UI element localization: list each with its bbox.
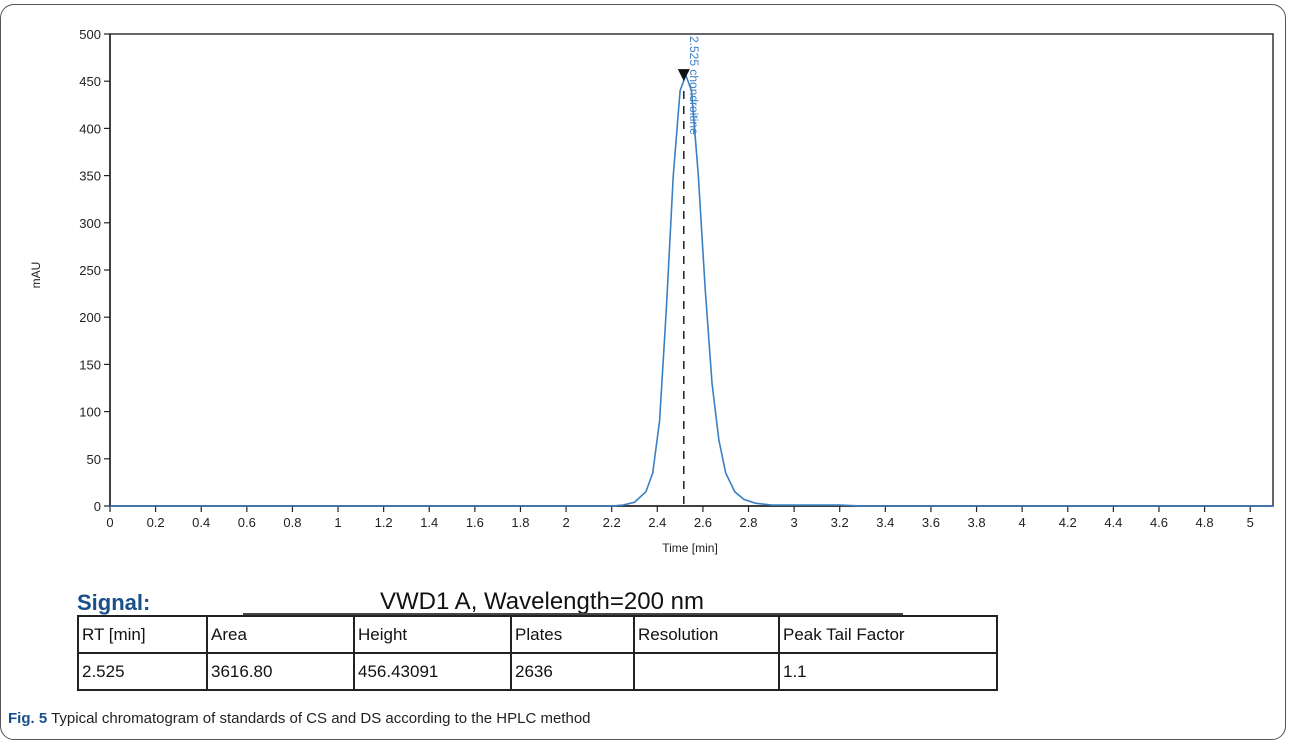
caption-figure-label: Fig. 5 bbox=[8, 710, 48, 727]
x-tick-label: 3.8 bbox=[968, 515, 986, 530]
peak-results-table: RT [min] Area Height Plates Resolution P… bbox=[77, 615, 998, 691]
x-tick-label: 0.6 bbox=[238, 515, 256, 530]
x-tick-label: 4 bbox=[1019, 515, 1026, 530]
header-tail-factor: Peak Tail Factor bbox=[778, 615, 998, 654]
cell-height: 456.43091 bbox=[353, 652, 512, 691]
y-axis-ticks: 0 50 100 150 200 250 300 350 400 450 500 bbox=[79, 27, 110, 514]
x-tick-label: 3.6 bbox=[922, 515, 940, 530]
x-tick-label: 2 bbox=[562, 515, 569, 530]
x-tick-label: 2.2 bbox=[603, 515, 621, 530]
series-layer bbox=[110, 72, 1273, 507]
y-tick-label: 250 bbox=[79, 263, 101, 278]
x-tick-label: 0.2 bbox=[147, 515, 165, 530]
x-tick-label: 4.6 bbox=[1150, 515, 1168, 530]
x-tick-label: 4.8 bbox=[1196, 515, 1214, 530]
cell-plates: 2636 bbox=[510, 652, 635, 691]
chromatogram-chart: 0 50 100 150 200 250 300 350 400 450 500 0 0.2 0.4 0.… bbox=[29, 27, 1274, 555]
caption-text: Typical chromatogram of standards of CS … bbox=[47, 710, 591, 727]
table-header-row: RT [min] Area Height Plates Resolution P… bbox=[77, 615, 998, 654]
y-axis-title: mAU bbox=[29, 262, 43, 289]
x-tick-label: 1 bbox=[334, 515, 341, 530]
table-row: 2.525 3616.80 456.43091 2636 1.1 bbox=[77, 652, 998, 691]
x-tick-label: 0.4 bbox=[192, 515, 210, 530]
x-tick-label: 2.8 bbox=[739, 515, 757, 530]
y-tick-label: 400 bbox=[79, 121, 101, 136]
figure-caption: Fig. 5 Typical chromatogram of standards… bbox=[8, 710, 591, 727]
peak-label: 2.525 chondroitine bbox=[687, 36, 701, 135]
x-tick-label: 4.2 bbox=[1059, 515, 1077, 530]
chromatogram-line bbox=[110, 72, 1273, 507]
y-tick-label: 100 bbox=[79, 405, 101, 420]
x-tick-label: 0 bbox=[106, 515, 113, 530]
x-tick-label: 4.4 bbox=[1104, 515, 1122, 530]
x-axis-ticks: 0 0.2 0.4 0.6 0.8 1 1.2 1.4 1.6 1.8 2 2.2 2.4 2.6 2.8 3… bbox=[106, 506, 1254, 530]
x-tick-label: 1.8 bbox=[511, 515, 529, 530]
x-tick-label: 1.4 bbox=[420, 515, 438, 530]
x-tick-label: 1.2 bbox=[375, 515, 393, 530]
y-tick-label: 50 bbox=[87, 452, 101, 467]
y-tick-label: 150 bbox=[79, 357, 101, 372]
header-height: Height bbox=[353, 615, 512, 654]
x-tick-label: 5 bbox=[1247, 515, 1254, 530]
y-tick-label: 300 bbox=[79, 216, 101, 231]
y-tick-label: 450 bbox=[79, 74, 101, 89]
x-tick-label: 2.4 bbox=[648, 515, 666, 530]
annotation-layer: 2.525 chondroitine bbox=[677, 36, 701, 504]
signal-description: VWD1 A, Wavelength=200 nm bbox=[380, 588, 704, 615]
y-tick-label: 350 bbox=[79, 169, 101, 184]
x-tick-label: 2.6 bbox=[694, 515, 712, 530]
y-tick-label: 0 bbox=[94, 499, 101, 514]
x-tick-label: 3.2 bbox=[831, 515, 849, 530]
x-tick-label: 0.8 bbox=[283, 515, 301, 530]
header-rt: RT [min] bbox=[77, 615, 208, 654]
cell-area: 3616.80 bbox=[206, 652, 355, 691]
cell-tail-factor: 1.1 bbox=[778, 652, 998, 691]
figure-frame bbox=[0, 4, 1286, 740]
x-axis-title: Time [min] bbox=[662, 541, 718, 555]
cell-resolution bbox=[633, 652, 780, 691]
peak-apex-marker bbox=[677, 69, 690, 82]
x-tick-label: 3.4 bbox=[876, 515, 894, 530]
y-tick-label: 500 bbox=[79, 27, 101, 42]
signal-label: Signal: bbox=[77, 590, 151, 615]
header-area: Area bbox=[206, 615, 355, 654]
header-resolution: Resolution bbox=[633, 615, 780, 654]
y-tick-label: 200 bbox=[79, 310, 101, 325]
cell-rt: 2.525 bbox=[77, 652, 208, 691]
x-tick-label: 1.6 bbox=[466, 515, 484, 530]
header-plates: Plates bbox=[510, 615, 635, 654]
signal-underline bbox=[243, 613, 903, 615]
x-tick-label: 3 bbox=[791, 515, 798, 530]
